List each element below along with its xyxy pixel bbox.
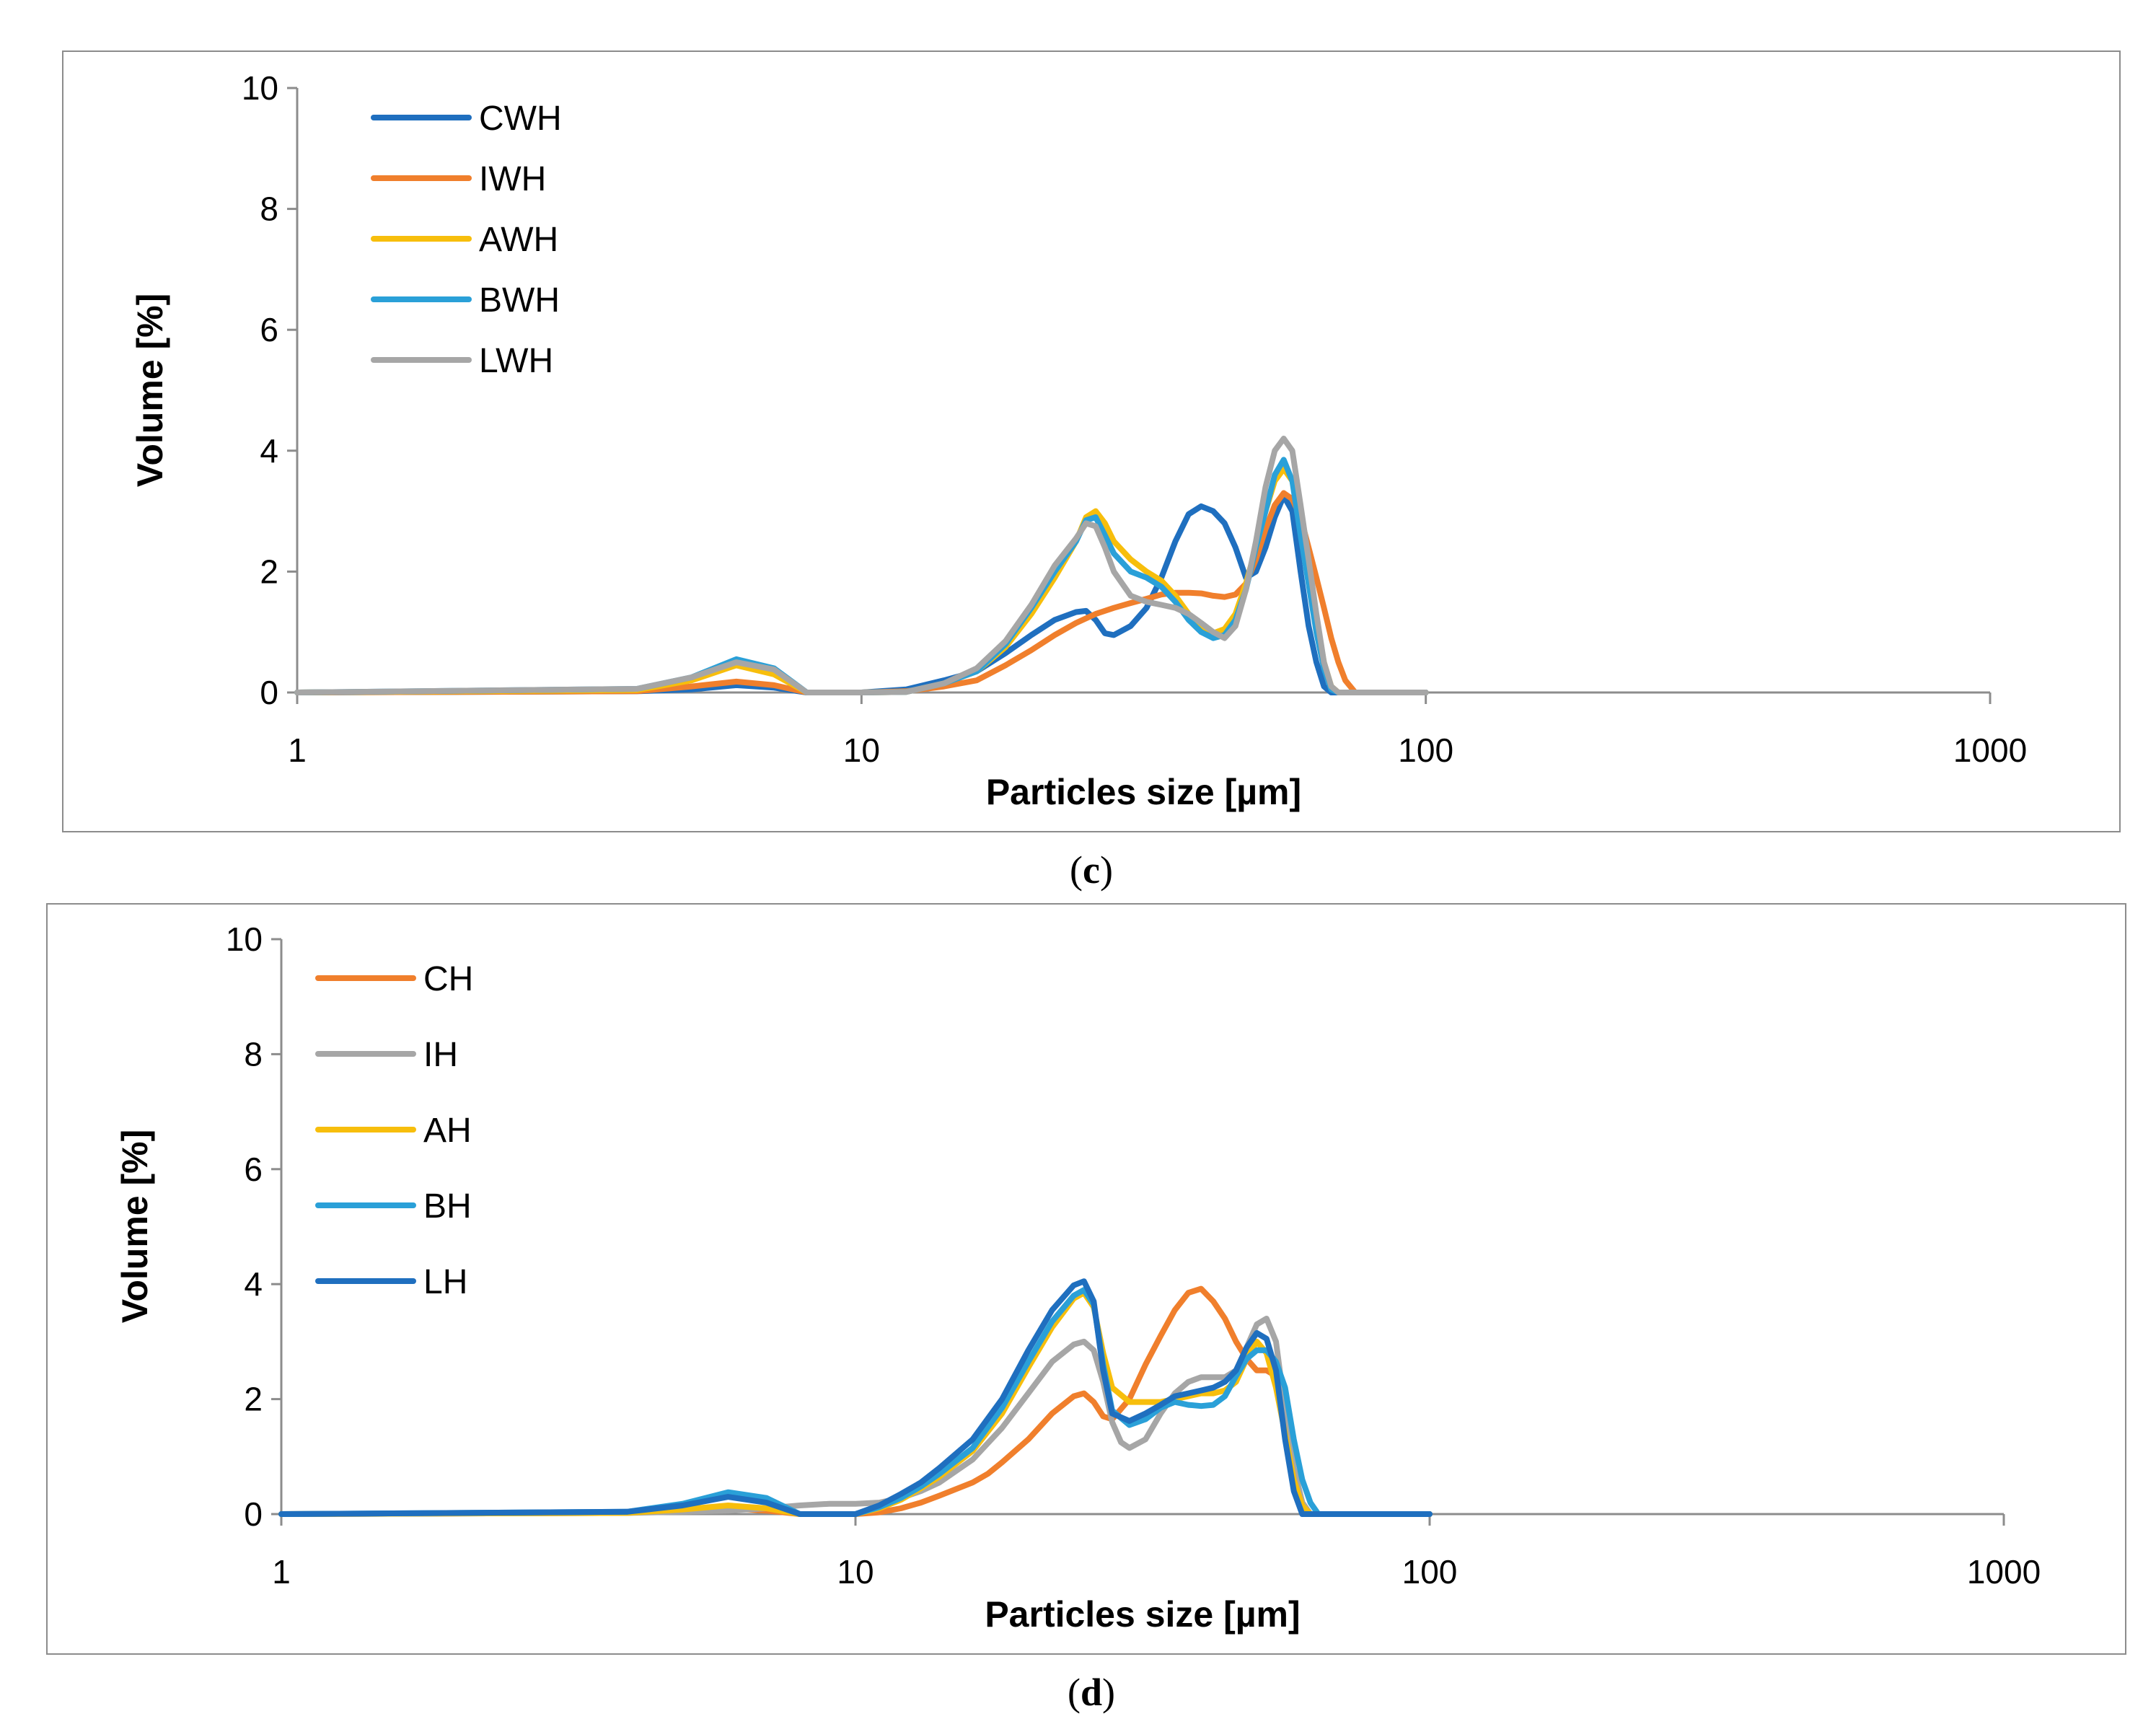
y-tick-label: 4	[244, 1265, 263, 1303]
caption-c: (c)	[1070, 848, 1113, 892]
y-tick-label: 6	[244, 1151, 263, 1188]
legend-label-ih: IH	[423, 1036, 458, 1074]
legend-label-lh: LH	[423, 1263, 467, 1301]
legend-label-ch: CH	[423, 960, 473, 998]
legend-label-ah: AH	[423, 1112, 472, 1150]
y-axis-title: Volume [%]	[130, 294, 170, 488]
x-tick-label: 1000	[1967, 1553, 2041, 1591]
x-tick-label: 1000	[1953, 731, 2027, 769]
x-tick-label: 10	[837, 1553, 874, 1591]
legend-label-bwh: BWH	[479, 281, 560, 320]
legend-label-lwh: LWH	[479, 342, 553, 380]
x-tick-label: 10	[843, 731, 880, 769]
x-tick-label: 1	[288, 731, 307, 769]
x-axis-title: Particles size [µm]	[985, 1594, 1300, 1635]
y-axis-title: Volume [%]	[115, 1130, 155, 1324]
y-tick-label: 8	[260, 190, 278, 228]
x-axis-title: Particles size [µm]	[986, 772, 1301, 812]
y-tick-label: 6	[260, 311, 278, 348]
y-tick-label: 4	[260, 432, 278, 470]
y-tick-label: 0	[244, 1495, 263, 1533]
legend-label-awh: AWH	[479, 221, 558, 259]
x-tick-label: 1	[272, 1553, 291, 1591]
y-tick-label: 10	[242, 69, 278, 107]
caption-d: (d)	[1067, 1671, 1115, 1714]
legend-label-bh: BH	[423, 1187, 472, 1226]
legend-label-iwh: IWH	[479, 160, 546, 198]
y-tick-label: 2	[244, 1381, 263, 1418]
legend-label-cwh: CWH	[479, 100, 562, 138]
y-tick-label: 10	[226, 920, 263, 958]
y-tick-label: 8	[244, 1035, 263, 1073]
series-line-lh	[278, 1278, 1433, 1517]
series-line-lwh	[294, 436, 1429, 695]
y-tick-label: 2	[260, 553, 278, 590]
x-tick-label: 100	[1398, 731, 1453, 769]
x-tick-label: 100	[1402, 1553, 1458, 1591]
y-tick-label: 0	[260, 674, 278, 711]
